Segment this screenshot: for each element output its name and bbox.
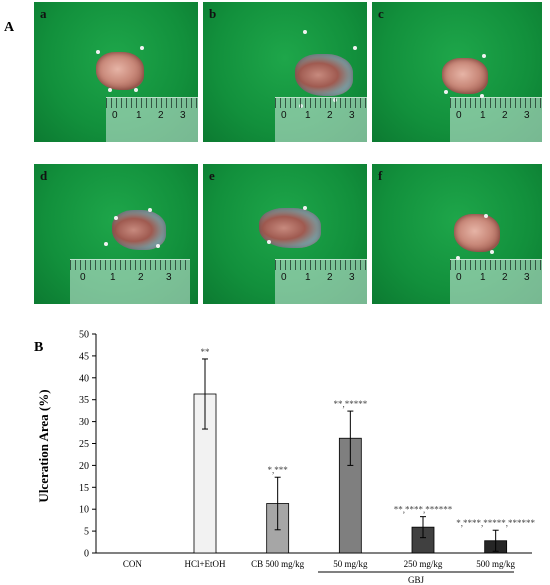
y-tick-label: 10 (79, 505, 89, 516)
y-tick-label: 30 (79, 417, 89, 428)
stomach-tissue (295, 54, 353, 96)
x-tick-label: HCl+EtOH (184, 559, 226, 569)
y-tick-label: 15 (79, 483, 89, 494)
y-tick-label: 20 (79, 461, 89, 472)
x-tick-label: 50 mg/kg (333, 559, 368, 569)
photo-letter: d (40, 168, 48, 183)
stomach-tissue (442, 58, 488, 94)
significance-label: *,*** (268, 465, 289, 475)
x-tick-label: CB 500 mg/kg (251, 559, 305, 569)
photo-letter: f (378, 168, 383, 183)
y-tick-label: 25 (79, 439, 89, 450)
significance-label: **,***** (333, 399, 367, 409)
x-tick-label: CON (123, 559, 143, 569)
group-label: GBJ (408, 575, 425, 585)
panel-b-label: B (34, 340, 44, 355)
photo-letter: e (209, 168, 215, 183)
significance-label: **,****,****** (394, 505, 453, 515)
y-tick-label: 50 (79, 330, 89, 341)
x-tick-label: 250 mg/kg (404, 559, 443, 569)
y-tick-label: 5 (84, 527, 89, 538)
stomach-tissue (96, 52, 144, 90)
panel-a-label: A (4, 20, 15, 35)
significance-label: ** (201, 347, 211, 357)
photo-letter: c (378, 6, 384, 21)
stomach-tissue (454, 214, 500, 252)
photo-letter: a (40, 6, 47, 21)
stomach-tissue (112, 210, 166, 250)
x-tick-label: 500 mg/kg (476, 559, 515, 569)
photo-letter: b (209, 6, 217, 21)
significance-label: *,****,*****,****** (456, 518, 535, 528)
y-tick-label: 0 (84, 549, 89, 560)
y-tick-label: 45 (79, 351, 89, 362)
y-tick-label: 40 (79, 373, 89, 384)
y-tick-label: 35 (79, 395, 89, 406)
